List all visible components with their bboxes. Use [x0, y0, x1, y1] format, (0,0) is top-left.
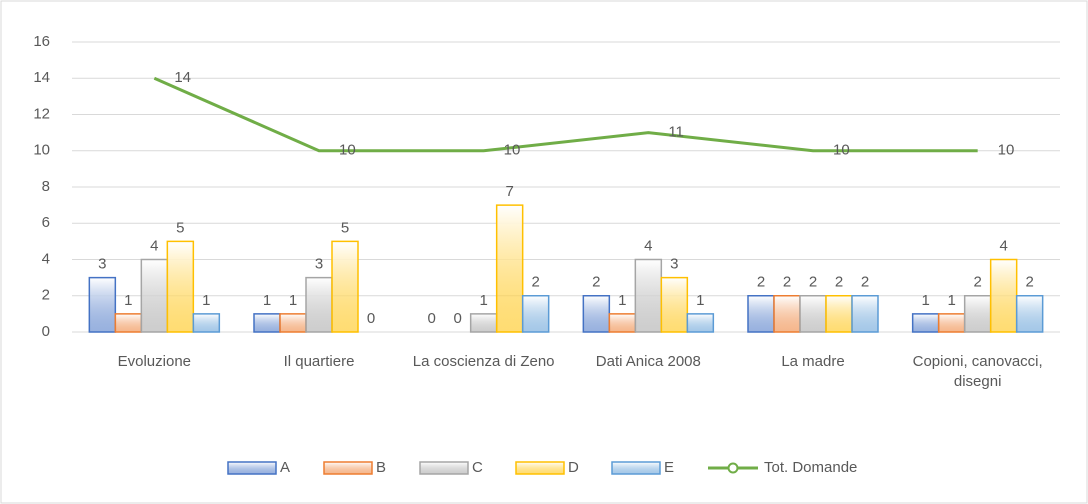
- legend-swatch: [515, 461, 565, 475]
- data-label: 4: [644, 237, 652, 254]
- bar: [114, 313, 143, 333]
- y-tick-label: 10: [33, 142, 50, 159]
- legend-label: B: [376, 459, 386, 476]
- data-label: 10: [339, 142, 356, 159]
- bar: [686, 313, 715, 333]
- data-label: 5: [176, 219, 184, 236]
- data-label: 2: [861, 274, 869, 291]
- legend-label: C: [472, 459, 483, 476]
- data-label: 0: [453, 310, 461, 327]
- data-label: 3: [670, 256, 678, 273]
- data-label: 10: [833, 142, 850, 159]
- data-label: 3: [98, 256, 106, 273]
- data-label: 2: [531, 274, 539, 291]
- data-label: 2: [1025, 274, 1033, 291]
- data-label: 2: [973, 274, 981, 291]
- data-label: 0: [367, 310, 375, 327]
- y-tick-label: 14: [33, 69, 50, 86]
- y-tick-label: 0: [42, 323, 50, 340]
- bar: [279, 313, 307, 333]
- data-label: 7: [505, 183, 513, 200]
- legend-swatch: [611, 461, 661, 475]
- data-label: 0: [427, 310, 435, 327]
- bar: [989, 258, 1018, 333]
- data-label: 1: [921, 292, 929, 309]
- legend-label: Tot. Domande: [764, 459, 857, 476]
- y-tick-label: 16: [33, 33, 50, 50]
- bar: [253, 313, 281, 333]
- bar: [747, 295, 775, 333]
- bar: [140, 258, 169, 333]
- data-label: 10: [504, 142, 521, 159]
- bar: [937, 313, 966, 333]
- data-label: 1: [124, 292, 132, 309]
- y-tick-label: 6: [42, 214, 50, 231]
- line: [153, 76, 978, 153]
- data-label: 1: [479, 292, 487, 309]
- x-tick-label: La madre: [781, 353, 845, 370]
- bar: [521, 295, 550, 333]
- bar: [192, 313, 221, 333]
- bar: [331, 240, 359, 333]
- data-label: 1: [947, 292, 955, 309]
- legend-swatch: [323, 461, 373, 475]
- legend-label: D: [568, 459, 579, 476]
- data-label: 1: [289, 292, 297, 309]
- x-tick-label: Il quartiere: [283, 353, 355, 370]
- data-label: 1: [618, 292, 626, 309]
- data-label: 1: [696, 292, 704, 309]
- bar: [469, 313, 498, 333]
- legend-label: A: [280, 459, 290, 476]
- data-label: 10: [998, 142, 1015, 159]
- data-label: 14: [174, 69, 191, 86]
- x-tick-label: Dati Anica 2008: [595, 353, 701, 370]
- x-tick-label: La coscienza di Zeno: [412, 353, 555, 370]
- bar: [773, 295, 801, 333]
- data-label: 2: [783, 274, 791, 291]
- bar: [1015, 295, 1044, 333]
- bar: [582, 295, 611, 333]
- legend-swatch: [419, 461, 469, 475]
- data-label: 1: [202, 292, 210, 309]
- data-label: 4: [999, 237, 1007, 254]
- bar: [851, 295, 879, 333]
- x-tick-label: Copioni, canovacci, disegni: [912, 353, 1043, 390]
- bar: [963, 295, 992, 333]
- y-tick-label: 4: [42, 250, 50, 267]
- data-label: 4: [150, 237, 158, 254]
- bar: [305, 276, 333, 333]
- legend-label: E: [664, 459, 674, 476]
- bar: [825, 295, 853, 333]
- legend-marker: [727, 462, 739, 474]
- bar: [660, 276, 689, 333]
- y-tick-label: 12: [33, 105, 50, 122]
- y-tick-label: 2: [42, 287, 50, 304]
- data-label: 5: [341, 219, 349, 236]
- y-tick-label: 8: [42, 178, 50, 195]
- legend-swatch: [227, 461, 277, 475]
- bar: [608, 313, 637, 333]
- x-tick-label: Evoluzione: [117, 353, 192, 370]
- bar: [911, 313, 940, 333]
- bar: [166, 240, 195, 333]
- bar: [88, 276, 117, 333]
- data-label: 1: [263, 292, 271, 309]
- data-label: 11: [668, 124, 684, 141]
- bar: [799, 295, 827, 333]
- bar: [495, 204, 524, 333]
- data-label: 2: [592, 274, 600, 291]
- data-label: 2: [809, 274, 817, 291]
- data-label: 3: [315, 256, 323, 273]
- data-label: 2: [757, 274, 765, 291]
- data-label: 2: [835, 274, 843, 291]
- bar: [634, 258, 663, 333]
